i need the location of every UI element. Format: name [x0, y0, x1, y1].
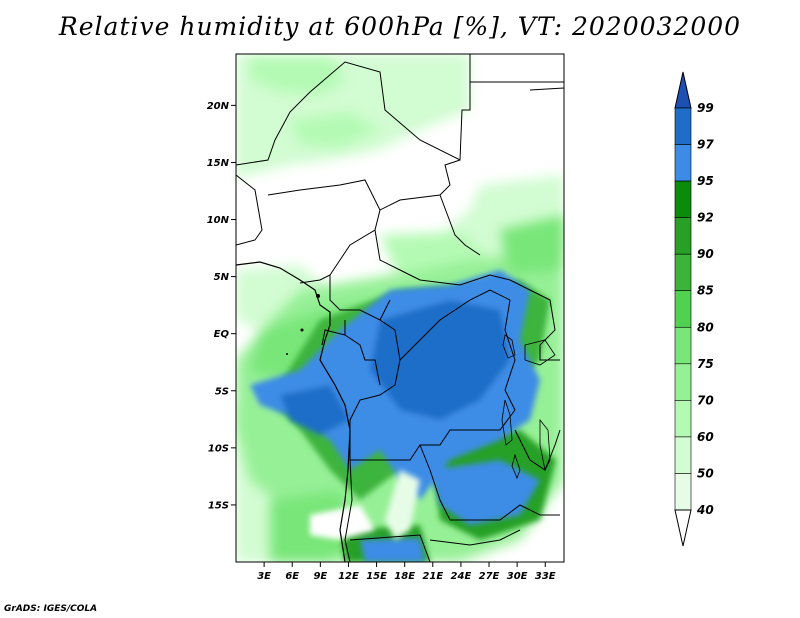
colorbar-legend: 99 97 95 92 90 85 80 75 70 60 50 40: [674, 71, 714, 547]
colorbar-level-label: 75: [697, 357, 714, 371]
lat-tick-label: 5S: [215, 386, 229, 397]
lon-tick-label: 18E: [394, 571, 415, 582]
lon-tick-label: 24E: [451, 571, 472, 582]
lon-tick-label: 3E: [257, 571, 271, 582]
lon-tick-label: 15E: [366, 571, 387, 582]
colorbar-segment: [674, 144, 692, 182]
grads-credit: GrADS: IGES/COLA: [4, 604, 98, 614]
colorbar-level-label: 92: [697, 211, 714, 225]
lon-tick-label: 30E: [507, 571, 528, 582]
map-frame: [235, 53, 565, 563]
country-borders: [236, 54, 564, 562]
lat-tick-label: 20N: [207, 101, 230, 112]
colorbar-level-label: 40: [696, 503, 714, 517]
lakes: [501, 334, 556, 480]
colorbar-level-label: 97: [697, 138, 714, 152]
colorbar-segment: [674, 436, 692, 474]
colorbar-bottom-arrow: [674, 509, 692, 547]
colorbar-level-label: 60: [697, 430, 714, 444]
lon-tick-label: 12E: [338, 571, 359, 582]
latitude-axis: 20N 15N 10N 5N EQ 5S 10S 15S: [207, 101, 236, 511]
colorbar-segment: [674, 473, 692, 511]
lat-tick-label: 5N: [214, 272, 230, 283]
colorbar-segment: [674, 290, 692, 328]
lat-tick-label: 10S: [208, 443, 229, 454]
lon-tick-label: 21E: [422, 571, 443, 582]
colorbar-level-label: 70: [697, 393, 714, 407]
colorbar-top-arrow: [674, 71, 692, 109]
humidity-field: [236, 54, 564, 562]
colorbar-level-label: 80: [697, 320, 714, 334]
colorbar-segment: [674, 217, 692, 255]
colorbar-segment: [674, 180, 692, 218]
lon-tick-label: 6E: [285, 571, 299, 582]
colorbar-segment: [674, 363, 692, 401]
longitude-axis: 3E 6E 9E 12E 15E 18E 21E 24E 27E 30E 33E: [257, 562, 556, 582]
lon-tick-label: 9E: [313, 571, 327, 582]
colorbar-segment: [674, 400, 692, 438]
colorbar-level-label: 99: [697, 101, 714, 115]
islands: [286, 294, 320, 355]
colorbar-segment: [674, 253, 692, 292]
colorbar-level-label: 95: [697, 174, 714, 188]
lat-tick-label: 15N: [207, 158, 230, 169]
colorbar-segment: [674, 107, 692, 145]
lon-tick-label: 27E: [479, 571, 500, 582]
colorbar-level-label: 85: [697, 284, 714, 298]
map-title: Relative humidity at 600hPa [%], VT: 202…: [58, 12, 742, 41]
lat-tick-label: 15S: [208, 500, 229, 511]
colorbar-level-label: 90: [697, 247, 714, 261]
colorbar-segment: [674, 326, 692, 365]
colorbar-level-label: 50: [697, 466, 714, 480]
lon-tick-label: 33E: [535, 571, 556, 582]
lat-tick-label: EQ: [214, 329, 230, 340]
lat-tick-label: 10N: [207, 215, 230, 226]
